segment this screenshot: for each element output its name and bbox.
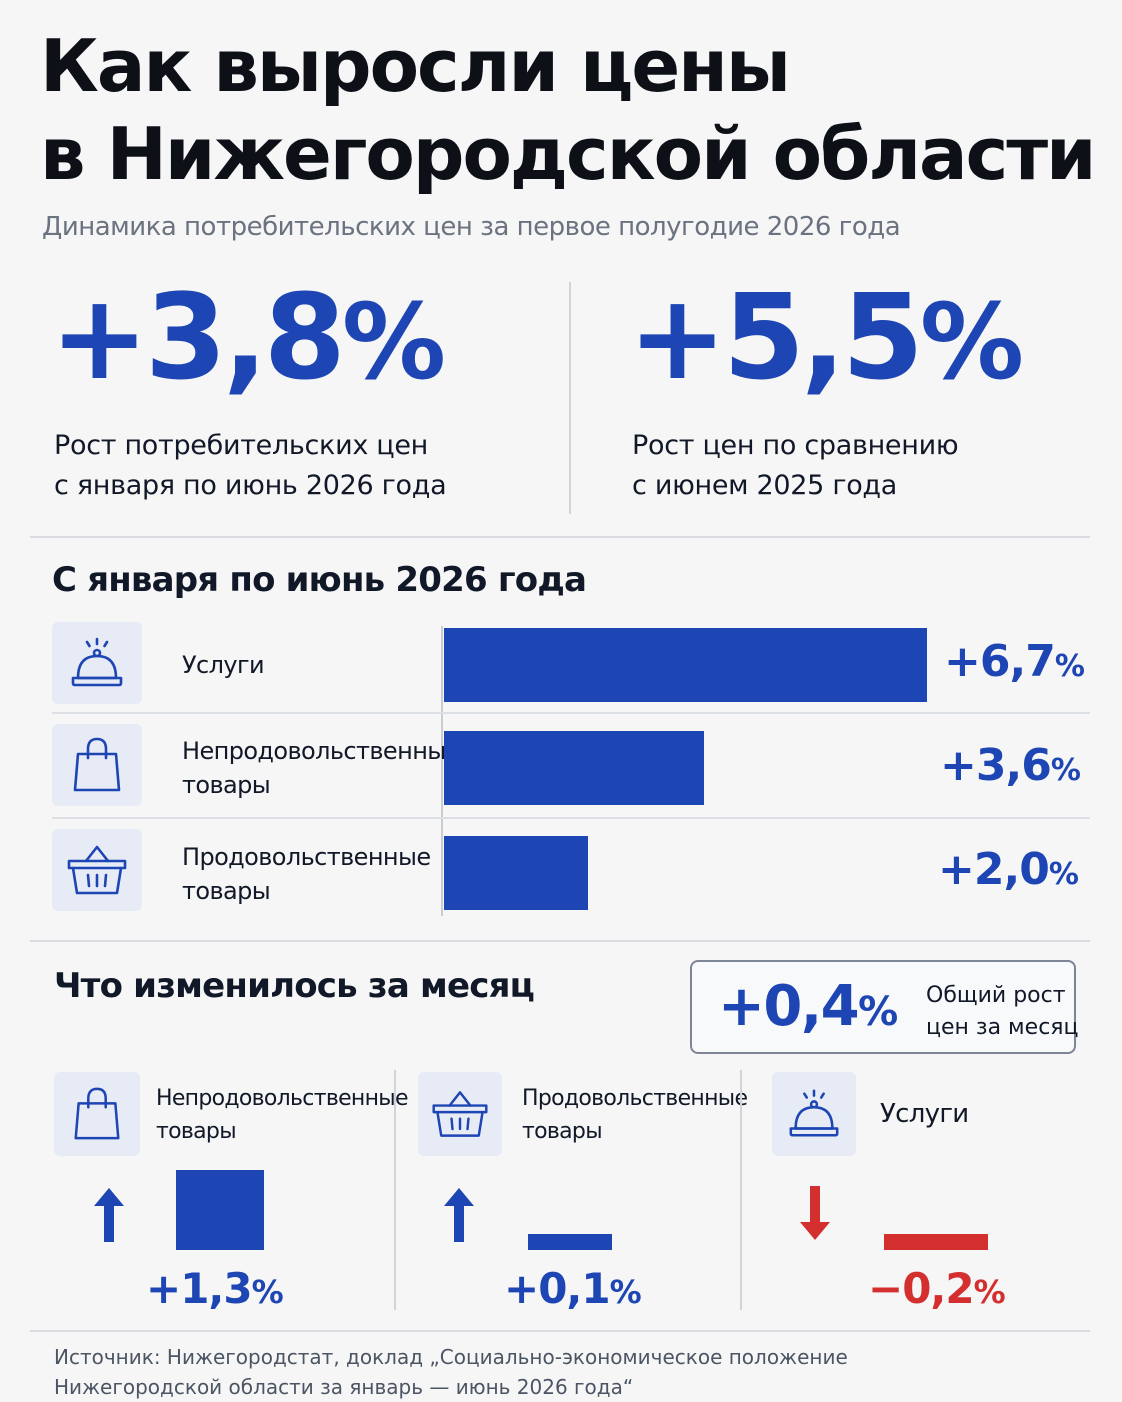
bar-value-nonfood: +3,6% xyxy=(940,740,1081,791)
arrow-up-icon xyxy=(442,1186,476,1248)
month-value-services-number: −0,2 xyxy=(868,1264,975,1313)
key-figure-half-year: +3,8% xyxy=(50,272,446,407)
monthly-total-value: +0,4% xyxy=(718,974,898,1039)
bar-value-nonfood-number: +3,6 xyxy=(940,740,1052,791)
month-value-food: +0,1% xyxy=(504,1264,642,1313)
month-value-nonfood-number: +1,3 xyxy=(146,1264,253,1313)
key-figure-half-year-desc: Рост потребительских цен с января по июн… xyxy=(54,426,447,506)
section-divider-3 xyxy=(30,1330,1090,1332)
month-label-services-line1: Услуги xyxy=(880,1099,969,1129)
monthly-total-unit: % xyxy=(858,989,898,1035)
key-figure-yoy-desc: Рост цен по сравнению с июнем 2025 года xyxy=(632,426,959,506)
shopping-basket-icon xyxy=(418,1072,502,1156)
shopping-bag-icon xyxy=(54,1072,140,1156)
arrow-down-icon xyxy=(798,1184,832,1246)
bar-label-nonfood-line1: Непродовольственные xyxy=(182,737,460,765)
bar-value-food-unit: % xyxy=(1048,857,1079,892)
shopping-bag-icon xyxy=(52,724,142,806)
key-figure-yoy-desc-line1: Рост цен по сравнению xyxy=(632,430,959,461)
bar-label-food-line2: товары xyxy=(182,877,271,905)
monthly-total-box: +0,4% Общий рост цен за месяц xyxy=(690,960,1079,1054)
bar-label-services-line1: Услуги xyxy=(182,651,265,679)
page-title: Как выросли цены в Нижегородской области xyxy=(40,22,1100,198)
section-divider-1 xyxy=(30,536,1090,538)
service-bell-icon xyxy=(772,1072,856,1156)
source-note-line1: Источник: Нижегородстат, доклад „Социаль… xyxy=(54,1345,848,1369)
key-figure-yoy: +5,5% xyxy=(628,272,1024,407)
column-divider xyxy=(740,1070,742,1310)
monthly-total-desc-line1: Общий рост xyxy=(926,983,1066,1008)
bar-services xyxy=(444,628,927,702)
row-separator xyxy=(52,817,1090,819)
shopping-basket-icon xyxy=(52,829,142,911)
bar-chart-axis xyxy=(441,626,443,916)
bar-value-services-unit: % xyxy=(1054,649,1085,684)
month-value-services: −0,2% xyxy=(868,1264,1006,1313)
month-label-food-line1: Продовольственные xyxy=(522,1086,748,1111)
month-label-nonfood-line2: товары xyxy=(156,1119,237,1144)
month-label-food: Продовольственные товары xyxy=(522,1082,748,1148)
page-subtitle: Динамика потребительских цен за первое п… xyxy=(42,212,901,242)
section-divider-2 xyxy=(30,940,1090,942)
key-figure-yoy-unit: % xyxy=(919,281,1024,403)
bar-value-food: +2,0% xyxy=(938,844,1079,895)
key-figure-half-year-desc-line1: Рост потребительских цен xyxy=(54,430,429,461)
title-line-2: в Нижегородской области xyxy=(40,112,1097,196)
month-value-food-unit: % xyxy=(609,1273,642,1311)
section-month-title: Что изменилось за месяц xyxy=(54,966,535,1006)
month-label-nonfood-line1: Непродовольственные xyxy=(156,1086,408,1111)
key-figure-half-year-desc-line2: с января по июнь 2026 года xyxy=(54,470,447,501)
monthly-total-number: +0,4 xyxy=(718,974,860,1039)
section-period-title: С января по июнь 2026 года xyxy=(52,560,587,600)
month-label-nonfood: Непродовольственные товары xyxy=(156,1082,408,1148)
bar-label-nonfood-line2: товары xyxy=(182,771,271,799)
month-bar-nonfood xyxy=(176,1170,264,1250)
month-label-services: Услуги xyxy=(880,1098,969,1131)
bar-nonfood xyxy=(444,731,704,805)
row-separator xyxy=(52,712,1090,714)
month-label-food-line2: товары xyxy=(522,1119,603,1144)
source-note-line2: Нижегородской области за январь — июнь 2… xyxy=(54,1375,634,1399)
bar-label-services: Услуги xyxy=(182,648,265,682)
bar-value-services-number: +6,7 xyxy=(944,636,1056,687)
bar-label-nonfood: Непродовольственные товары xyxy=(182,734,460,802)
month-value-food-number: +0,1 xyxy=(504,1264,611,1313)
monthly-total-desc-line2: цен за месяц xyxy=(926,1015,1079,1040)
key-figure-yoy-desc-line2: с июнем 2025 года xyxy=(632,470,898,501)
bar-label-food-line1: Продовольственные xyxy=(182,843,431,871)
bar-value-nonfood-unit: % xyxy=(1050,753,1081,788)
monthly-total-desc: Общий рост цен за месяц xyxy=(926,980,1079,1044)
arrow-up-icon xyxy=(92,1186,126,1248)
bar-value-services: +6,7% xyxy=(944,636,1085,687)
bar-food xyxy=(444,836,588,910)
title-line-1: Как выросли цены xyxy=(40,24,791,108)
month-bar-food xyxy=(528,1234,612,1250)
service-bell-icon xyxy=(52,622,142,704)
key-figure-yoy-value: +5,5 xyxy=(628,268,924,406)
key-figure-half-year-unit: % xyxy=(341,281,446,403)
bar-label-food: Продовольственные товары xyxy=(182,840,431,908)
month-value-nonfood: +1,3% xyxy=(146,1264,284,1313)
bar-value-food-number: +2,0 xyxy=(938,844,1050,895)
month-value-nonfood-unit: % xyxy=(251,1273,284,1311)
source-note: Источник: Нижегородстат, доклад „Социаль… xyxy=(54,1342,848,1402)
month-value-services-unit: % xyxy=(973,1273,1006,1311)
month-bar-services xyxy=(884,1234,988,1250)
column-divider xyxy=(394,1070,396,1310)
key-figures-divider xyxy=(569,282,571,514)
key-figure-half-year-value: +3,8 xyxy=(50,268,346,406)
